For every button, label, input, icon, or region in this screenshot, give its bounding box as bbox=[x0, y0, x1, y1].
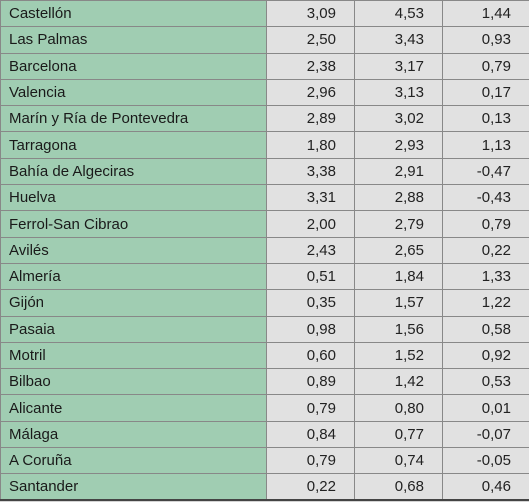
row-label: Valencia bbox=[1, 79, 267, 105]
table-row: Castellón3,094,531,44 bbox=[1, 1, 529, 27]
row-label: Santander bbox=[1, 474, 267, 500]
table-row: Gijón0,351,571,22 bbox=[1, 290, 529, 316]
table-body: Castellón3,094,531,44Las Palmas2,503,430… bbox=[1, 1, 529, 501]
row-value-a: 0,89 bbox=[267, 369, 355, 395]
row-label: Bilbao bbox=[1, 369, 267, 395]
row-label: Málaga bbox=[1, 421, 267, 447]
table-row: Bahía de Algeciras3,382,91-0,47 bbox=[1, 158, 529, 184]
row-value-a: 3,09 bbox=[267, 1, 355, 27]
table-row: Pasaia0,981,560,58 bbox=[1, 316, 529, 342]
row-value-c: -0,47 bbox=[443, 158, 529, 184]
row-label: Gijón bbox=[1, 290, 267, 316]
row-value-c: 0,58 bbox=[443, 316, 529, 342]
row-value-b: 0,68 bbox=[355, 474, 443, 500]
row-value-b: 2,79 bbox=[355, 211, 443, 237]
row-value-a: 3,31 bbox=[267, 185, 355, 211]
row-value-b: 1,52 bbox=[355, 342, 443, 368]
table-row: Ferrol-San Cibrao2,002,790,79 bbox=[1, 211, 529, 237]
row-value-c: 0,17 bbox=[443, 79, 529, 105]
row-value-c: 1,33 bbox=[443, 263, 529, 289]
row-value-a: 0,98 bbox=[267, 316, 355, 342]
row-label: Motril bbox=[1, 342, 267, 368]
row-value-a: 2,89 bbox=[267, 106, 355, 132]
row-value-a: 0,35 bbox=[267, 290, 355, 316]
row-value-b: 1,42 bbox=[355, 369, 443, 395]
row-value-c: 1,22 bbox=[443, 290, 529, 316]
row-value-b: 0,80 bbox=[355, 395, 443, 421]
row-value-b: 0,77 bbox=[355, 421, 443, 447]
row-label: A Coruña bbox=[1, 448, 267, 474]
row-label: Alicante bbox=[1, 395, 267, 421]
table-row: Avilés2,432,650,22 bbox=[1, 237, 529, 263]
row-value-c: 0,46 bbox=[443, 474, 529, 500]
row-value-c: 0,93 bbox=[443, 27, 529, 53]
table-row: Valencia2,963,130,17 bbox=[1, 79, 529, 105]
row-value-c: 0,79 bbox=[443, 53, 529, 79]
row-value-c: 0,01 bbox=[443, 395, 529, 421]
row-value-b: 2,65 bbox=[355, 237, 443, 263]
row-value-b: 3,43 bbox=[355, 27, 443, 53]
table-row: Málaga0,840,77-0,07 bbox=[1, 421, 529, 447]
row-value-b: 1,57 bbox=[355, 290, 443, 316]
row-value-c: 0,92 bbox=[443, 342, 529, 368]
row-label: Pasaia bbox=[1, 316, 267, 342]
row-value-c: 0,22 bbox=[443, 237, 529, 263]
row-value-b: 1,56 bbox=[355, 316, 443, 342]
row-value-c: 0,53 bbox=[443, 369, 529, 395]
row-label: Ferrol-San Cibrao bbox=[1, 211, 267, 237]
table-row: Alicante0,790,800,01 bbox=[1, 395, 529, 421]
row-value-a: 0,22 bbox=[267, 474, 355, 500]
table-row: Almería0,511,841,33 bbox=[1, 263, 529, 289]
row-label: Almería bbox=[1, 263, 267, 289]
row-value-a: 0,79 bbox=[267, 395, 355, 421]
row-value-a: 0,51 bbox=[267, 263, 355, 289]
row-value-a: 0,60 bbox=[267, 342, 355, 368]
row-value-c: 0,13 bbox=[443, 106, 529, 132]
row-value-a: 1,80 bbox=[267, 132, 355, 158]
row-value-a: 0,84 bbox=[267, 421, 355, 447]
row-label: Huelva bbox=[1, 185, 267, 211]
table-row: Marín y Ría de Pontevedra2,893,020,13 bbox=[1, 106, 529, 132]
row-value-a: 2,38 bbox=[267, 53, 355, 79]
row-value-c: -0,07 bbox=[443, 421, 529, 447]
row-label: Avilés bbox=[1, 237, 267, 263]
table-row: Tarragona1,802,931,13 bbox=[1, 132, 529, 158]
row-value-b: 4,53 bbox=[355, 1, 443, 27]
row-value-c: -0,05 bbox=[443, 448, 529, 474]
row-value-c: -0,43 bbox=[443, 185, 529, 211]
row-value-b: 3,02 bbox=[355, 106, 443, 132]
row-value-b: 2,91 bbox=[355, 158, 443, 184]
row-label: Las Palmas bbox=[1, 27, 267, 53]
row-value-b: 2,93 bbox=[355, 132, 443, 158]
row-label: Barcelona bbox=[1, 53, 267, 79]
row-value-a: 2,96 bbox=[267, 79, 355, 105]
table-row: A Coruña0,790,74-0,05 bbox=[1, 448, 529, 474]
table-row: Bilbao0,891,420,53 bbox=[1, 369, 529, 395]
table-row: Barcelona2,383,170,79 bbox=[1, 53, 529, 79]
row-value-c: 0,79 bbox=[443, 211, 529, 237]
row-value-a: 2,50 bbox=[267, 27, 355, 53]
table-row: Huelva3,312,88-0,43 bbox=[1, 185, 529, 211]
row-value-a: 3,38 bbox=[267, 158, 355, 184]
row-value-a: 0,79 bbox=[267, 448, 355, 474]
row-label: Tarragona bbox=[1, 132, 267, 158]
row-label: Marín y Ría de Pontevedra bbox=[1, 106, 267, 132]
row-value-c: 1,13 bbox=[443, 132, 529, 158]
row-value-b: 3,13 bbox=[355, 79, 443, 105]
row-value-b: 1,84 bbox=[355, 263, 443, 289]
row-value-b: 2,88 bbox=[355, 185, 443, 211]
row-value-c: 1,44 bbox=[443, 1, 529, 27]
row-value-a: 2,00 bbox=[267, 211, 355, 237]
row-value-b: 0,74 bbox=[355, 448, 443, 474]
row-label: Castellón bbox=[1, 1, 267, 27]
table-row: Motril0,601,520,92 bbox=[1, 342, 529, 368]
table-row: Las Palmas2,503,430,93 bbox=[1, 27, 529, 53]
row-label: Bahía de Algeciras bbox=[1, 158, 267, 184]
port-data-table: Castellón3,094,531,44Las Palmas2,503,430… bbox=[0, 0, 529, 501]
row-value-a: 2,43 bbox=[267, 237, 355, 263]
row-value-b: 3,17 bbox=[355, 53, 443, 79]
table-row: Santander0,220,680,46 bbox=[1, 474, 529, 500]
